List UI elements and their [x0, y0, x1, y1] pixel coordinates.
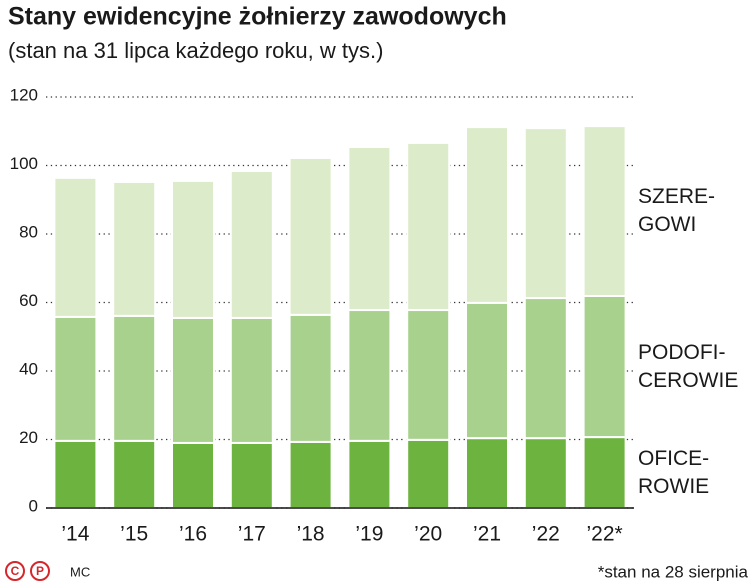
- bar-segment: [465, 126, 509, 304]
- bar-segment: [347, 439, 392, 509]
- bar-segment: [53, 315, 98, 442]
- bar-segment: [229, 441, 274, 509]
- legend-label: PODOFI- CEROWIE: [638, 340, 739, 392]
- y-tick-label: 40: [19, 359, 38, 378]
- bar-segment: [171, 441, 215, 509]
- bar-segment: [582, 294, 627, 439]
- legend-label: OFICE- ROWIE: [638, 446, 710, 498]
- x-tick-label: ’19: [355, 523, 383, 546]
- y-tick-label: 60: [19, 291, 38, 310]
- bar-segment: [288, 156, 333, 316]
- x-tick-label: ’15: [120, 523, 148, 546]
- x-tick-label: ’21: [473, 523, 501, 546]
- bar-segment: [347, 309, 392, 442]
- bar-segment: [229, 169, 274, 319]
- bar-segment: [406, 309, 451, 441]
- bar-segment: [112, 180, 157, 317]
- bar-segment: [112, 439, 157, 509]
- x-tick-label: ’22*: [586, 523, 622, 546]
- y-tick-label: 100: [10, 154, 38, 173]
- x-tick-label: ’17: [238, 523, 266, 546]
- bar-segment: [171, 179, 215, 319]
- bar-segment: [288, 440, 333, 509]
- bar-segment: [406, 438, 451, 509]
- x-tick-label: ’22: [532, 523, 560, 546]
- credit: MC: [70, 564, 90, 579]
- bar-segment: [171, 316, 215, 444]
- logo-letter: P: [36, 564, 44, 578]
- bar-segment: [582, 436, 627, 510]
- bar-segment: [53, 176, 98, 318]
- logo-circle: [5, 561, 25, 581]
- bar-segment: [288, 313, 333, 443]
- y-tick-label: 80: [19, 222, 38, 241]
- x-tick-label: ’16: [179, 523, 207, 546]
- bar-segment: [523, 437, 568, 510]
- x-tick-label: ’18: [297, 523, 325, 546]
- bar-segment: [53, 439, 98, 509]
- y-tick-label: 120: [10, 85, 38, 104]
- y-tick-label: 0: [29, 496, 38, 515]
- bar-segment: [465, 301, 509, 440]
- bar-segment: [406, 141, 451, 312]
- logo-circle: [30, 561, 50, 581]
- logo-letter: C: [11, 564, 20, 578]
- bar-segment: [582, 125, 627, 297]
- x-tick-label: ’14: [61, 523, 89, 546]
- legend-label: SZERE- GOWI: [638, 185, 716, 237]
- y-tick-label: 20: [19, 428, 38, 447]
- bar-segment: [523, 127, 568, 300]
- bar-segment: [112, 314, 157, 442]
- chart-title: Stany ewidencyjne żołnierzy zawodowych: [8, 3, 507, 31]
- bar-segment: [347, 146, 392, 312]
- bar-segment: [523, 297, 568, 440]
- chart-subtitle: (stan na 31 lipca każdego roku, w tys.): [8, 38, 383, 63]
- footnote: *stan na 28 sierpnia: [598, 562, 749, 581]
- bar-segment: [229, 316, 274, 444]
- x-tick-label: ’20: [414, 523, 442, 546]
- bar-segment: [465, 437, 509, 510]
